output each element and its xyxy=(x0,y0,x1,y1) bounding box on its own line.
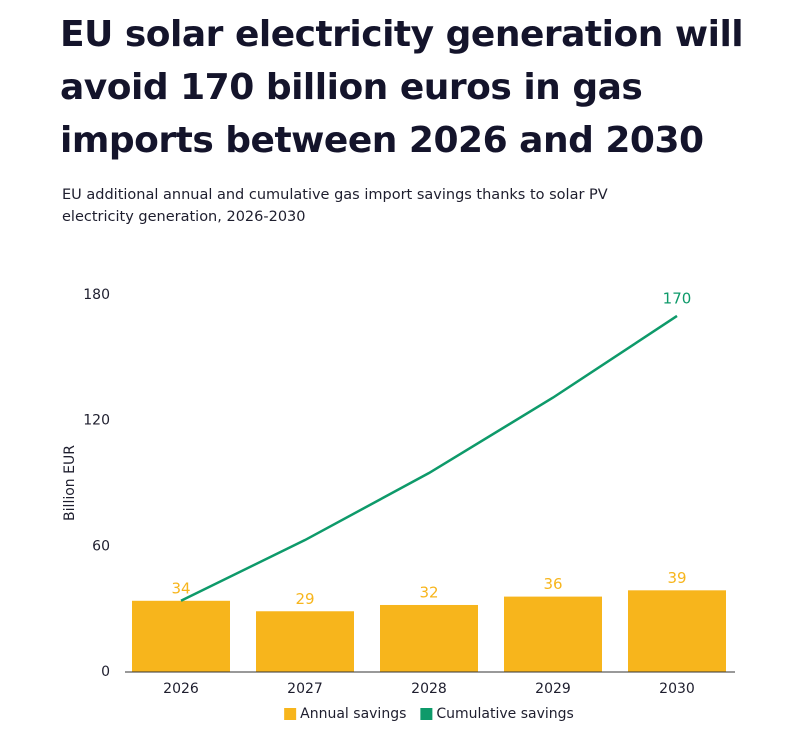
y-tick-label: 120 xyxy=(83,413,110,429)
data-label: 170 xyxy=(663,289,692,307)
x-tick-label: 2027 xyxy=(287,681,323,697)
x-tick-label: 2026 xyxy=(163,681,199,697)
y-tick-label: 60 xyxy=(92,538,110,554)
data-label: 29 xyxy=(295,590,314,608)
data-label: 39 xyxy=(667,569,686,587)
bar xyxy=(380,604,478,672)
bar xyxy=(504,596,602,672)
legend-label: Annual savings xyxy=(300,706,406,722)
y-tick-label: 180 xyxy=(83,287,110,303)
data-label: 32 xyxy=(419,583,438,601)
x-tick-label: 2030 xyxy=(659,681,695,697)
legend-swatch xyxy=(420,708,433,720)
legend: Annual savings Cumulative savings xyxy=(284,706,574,722)
x-tick-label: 2028 xyxy=(411,681,447,697)
chart-title: EU solar electricity generation will avo… xyxy=(60,14,744,161)
x-tick-label: 2029 xyxy=(535,681,571,697)
y-tick-label: 0 xyxy=(101,664,110,680)
data-label: 36 xyxy=(543,575,562,593)
bar xyxy=(132,600,230,672)
line xyxy=(180,314,678,602)
data-label: 34 xyxy=(171,579,190,597)
y-axis-label: Billion EUR xyxy=(62,445,78,521)
legend-label: Cumulative savings xyxy=(436,706,573,722)
chart-subtitle: EU additional annual and cumulative gas … xyxy=(62,187,608,225)
legend-swatch xyxy=(284,708,297,720)
bar xyxy=(256,611,354,672)
bar xyxy=(628,590,726,672)
